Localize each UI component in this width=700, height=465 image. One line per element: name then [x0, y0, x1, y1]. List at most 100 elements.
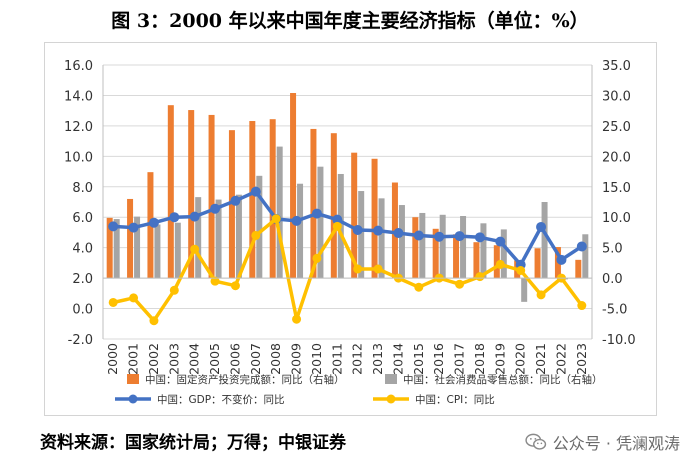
gdp-point — [495, 236, 506, 247]
gdp-point — [332, 214, 343, 225]
left-axis-tick-label: 6.0 — [72, 211, 93, 226]
x-axis-tick-label: 2000 — [105, 343, 120, 375]
cpi-point — [373, 264, 383, 274]
investment-bar — [249, 121, 256, 279]
line-series — [108, 186, 587, 326]
right-axis-tick-label: 15.0 — [602, 181, 631, 196]
cpi-point — [495, 259, 505, 269]
investment-bar — [412, 217, 419, 279]
cpi-point — [455, 279, 465, 289]
investment-bar — [310, 128, 317, 279]
watermark: 公众号 · 凭澜观涛 — [525, 430, 680, 454]
retail-bar — [541, 202, 548, 279]
left-axis-tick-label: -2.0 — [68, 333, 93, 348]
x-axis-tick-label: 2007 — [248, 343, 263, 375]
cpi-point — [332, 221, 342, 231]
legend-label: 中国：CPI：同比 — [415, 393, 495, 406]
wechat-icon — [525, 433, 546, 450]
x-axis: 2000 2001 2002 2003 2004 2005 2006 2007 2008 2009… — [103, 277, 592, 375]
cpi-point — [577, 301, 587, 311]
retail-bar — [378, 198, 385, 279]
gdp-point — [250, 186, 261, 197]
gdp-point — [393, 228, 404, 239]
cpi-point — [169, 285, 179, 295]
right-axis: -10.0 -5.0 0.0 5.0 10.0 15.0 20.0 25.0 30.0 35.0 — [591, 59, 636, 348]
left-axis-tick-label: 16.0 — [64, 59, 93, 74]
gdp-point — [556, 254, 567, 265]
cpi-point — [190, 244, 200, 254]
gdp-point — [148, 217, 159, 228]
legend-swatch — [127, 374, 139, 384]
retail-bar — [358, 191, 365, 279]
cpi-point — [312, 253, 322, 263]
x-axis-tick-label: 2017 — [452, 343, 467, 375]
investment-bar — [432, 228, 439, 279]
retail-bar — [215, 199, 222, 279]
investment-bar — [127, 198, 134, 279]
x-axis-tick-label: 2009 — [289, 343, 304, 375]
legend-label: 中国：固定资产投资完成额：同比（右轴） — [145, 373, 345, 386]
combo-chart: -2.0 0.0 2.0 4.0 6.0 8.0 10.0 12.0 14.0 16.0 -10.… — [64, 59, 636, 406]
retail-bar — [521, 278, 528, 302]
retail-bar — [317, 166, 324, 279]
x-axis-tick-label: 2016 — [431, 343, 446, 375]
retail-bar — [113, 219, 120, 279]
gdp-point — [311, 208, 322, 219]
x-axis-tick-label: 2006 — [227, 343, 242, 375]
cpi-point — [210, 276, 220, 286]
retail-bar — [500, 229, 507, 279]
legend-item: 中国：CPI：同比 — [373, 393, 495, 406]
left-axis-tick-label: 10.0 — [64, 150, 93, 165]
cpi-point — [251, 230, 261, 240]
right-axis-tick-label: 5.0 — [602, 242, 623, 257]
investment-bar — [534, 248, 541, 279]
investment-bar — [351, 152, 358, 279]
watermark-text: 公众号 · 凭澜观涛 — [552, 434, 680, 453]
retail-bar — [419, 212, 426, 279]
gdp-point — [413, 230, 424, 241]
legend-item: 中国：社会消费品零售总额：同比（右轴） — [385, 373, 603, 386]
gdp-point — [230, 195, 241, 206]
right-axis-tick-label: -10.0 — [602, 333, 636, 348]
gdp-point — [169, 212, 180, 223]
gdp-point — [189, 211, 200, 222]
cpi-point — [516, 266, 526, 275]
cpi-point — [108, 297, 118, 307]
investment-bar — [575, 259, 582, 279]
legend: 中国：固定资产投资完成额：同比（右轴） 中国：社会消费品零售总额：同比（右轴） 中国… — [115, 373, 603, 406]
investment-bar — [106, 217, 113, 279]
retail-bar — [235, 194, 242, 279]
chart-frame: -2.0 0.0 2.0 4.0 6.0 8.0 10.0 12.0 14.0 16.0 -10.… — [44, 42, 657, 416]
cpi-point — [475, 272, 485, 282]
gdp-point — [291, 215, 302, 226]
retail-bar — [398, 205, 405, 279]
left-axis-tick-label: 8.0 — [72, 181, 93, 196]
retail-bar — [154, 224, 161, 279]
x-axis-tick-label: 2019 — [492, 343, 507, 375]
right-axis-tick-label: -5.0 — [602, 303, 627, 318]
gdp-point — [536, 221, 547, 232]
gdp-point — [352, 225, 363, 236]
x-axis-tick-label: 2015 — [411, 343, 426, 375]
left-axis-tick-label: 0.0 — [72, 303, 93, 318]
x-axis-tick-label: 2003 — [166, 343, 181, 375]
gdp-point — [108, 221, 119, 232]
gdp-point — [434, 231, 445, 242]
investment-bar — [188, 110, 195, 279]
cpi-point — [414, 282, 424, 292]
retail-bar — [480, 223, 487, 279]
right-axis-tick-label: 20.0 — [602, 150, 631, 165]
x-axis-tick-label: 2020 — [513, 343, 528, 375]
legend-label: 中国：GDP：不变价：同比 — [157, 393, 285, 406]
x-axis-tick-label: 2011 — [329, 343, 344, 375]
x-axis-tick-label: 2002 — [146, 343, 161, 375]
gdp-point — [576, 241, 587, 252]
x-axis-tick-label: 2001 — [126, 343, 141, 375]
x-axis-tick-label: 2013 — [370, 343, 385, 375]
legend-marker — [386, 394, 396, 404]
retail-bar — [582, 234, 589, 279]
legend-marker — [128, 394, 138, 404]
cpi-point — [271, 214, 281, 224]
x-axis-tick-label: 2023 — [574, 343, 589, 375]
investment-bar — [371, 158, 378, 279]
